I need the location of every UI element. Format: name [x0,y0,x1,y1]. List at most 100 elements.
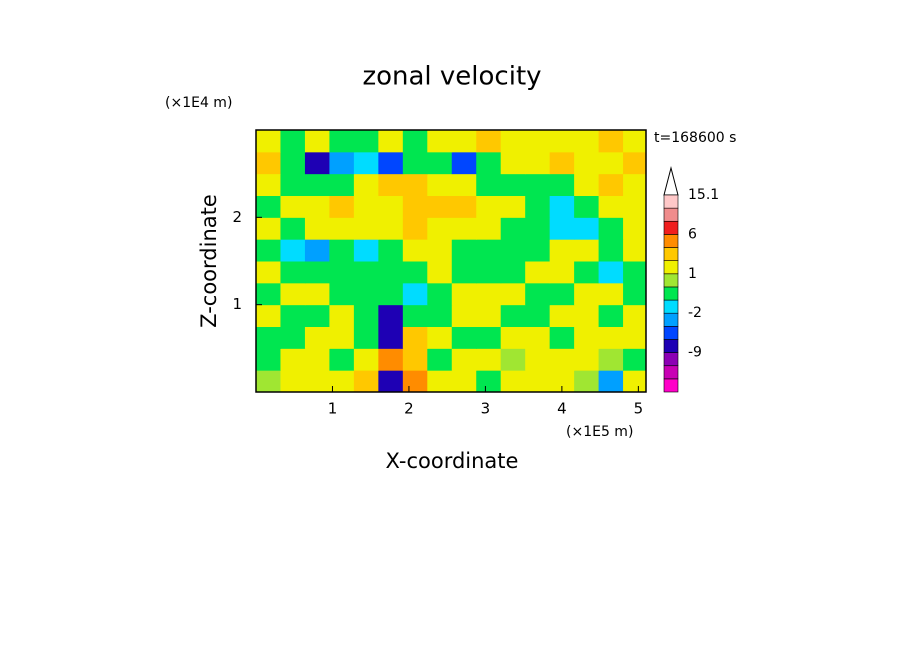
contour-cell [280,151,306,175]
contour-cell [598,261,624,284]
contour-cell [574,326,600,349]
contour-cell [304,348,330,371]
contour-cell [476,130,502,153]
contour-cell [500,151,526,175]
contour-cell [378,348,404,371]
contour-cell [525,151,551,175]
contour-cell [256,239,281,262]
contour-cell [623,304,646,327]
contour-cell [623,217,646,240]
contour-cell [280,130,306,153]
x-tick-label: 3 [481,400,491,418]
contour-cell [623,130,646,153]
contour-cell [525,239,551,262]
contour-cell [304,195,330,218]
contour-cell [353,217,379,240]
contour-cell [304,173,330,196]
contour-cell [598,195,624,218]
contour-cell [402,195,428,218]
contour-cell [598,130,624,153]
contour-cell [304,326,330,349]
contour-cell [598,173,624,196]
contour-cell [353,195,379,218]
colorbar-segment [663,207,679,222]
contour-cell [525,261,551,284]
contour-cell [451,370,477,392]
contour-cell [378,261,404,284]
contour-cell [549,173,575,196]
contour-cell [500,370,526,392]
contour-cell [525,173,551,196]
contour-cell [280,282,306,306]
colorbar-segment [663,234,679,248]
contour-cell [256,282,281,306]
contour-cell [525,326,551,349]
contour-cell [549,239,575,262]
contour-cell [500,130,526,153]
plot-frame [255,129,647,393]
contour-cell [402,326,428,349]
contour-cell [353,130,379,153]
contour-cell [353,282,379,306]
contour-cell [549,282,575,306]
contour-cell [304,151,330,175]
contour-cell [402,282,428,306]
contour-cell [476,326,502,349]
contour-cell [549,370,575,392]
colorbar-segment [663,378,679,393]
contour-cell [304,282,330,306]
contour-cell [256,195,281,218]
contour-cell [402,261,428,284]
contour-cell [500,261,526,284]
colorbar-segment [663,220,679,235]
contour-cell [427,130,453,153]
contour-cell [304,130,330,153]
contour-cell [549,217,575,240]
contour-cell [500,195,526,218]
contour-cell [623,195,646,218]
contour-cell [525,217,551,240]
contour-cell [476,282,502,306]
contour-cell [329,282,355,306]
contour-cell [304,304,330,327]
contour-cell [598,326,624,349]
contour-cell [402,239,428,262]
contour-cell [598,217,624,240]
contour-cell [451,304,477,327]
x-tick-label: 1 [328,400,338,418]
contour-cell [427,282,453,306]
contour-cell [353,348,379,371]
contour-cell [427,348,453,371]
colorbar-segment [663,326,679,340]
contour-cell [451,173,477,196]
contour-cell [256,261,281,284]
contour-cell [256,348,281,371]
contour-cell [427,370,453,392]
chart-title: zonal velocity [362,62,541,92]
contour-cell [451,195,477,218]
contour-cell [378,239,404,262]
contour-cell [329,217,355,240]
contour-cell [451,151,477,175]
contour-cell [574,304,600,327]
contour-cell [427,217,453,240]
contour-cell [427,239,453,262]
contour-cell [451,326,477,349]
contour-cell [329,348,355,371]
colorbar-tick-label: -9 [688,345,702,361]
contour-cell [402,130,428,153]
contour-cell [378,326,404,349]
contour-cell [304,261,330,284]
contour-cell [451,239,477,262]
colorbar-segment [663,352,679,367]
contour-cell [353,151,379,175]
colorbar-segment [663,299,679,314]
contour-cell [256,304,281,327]
contour-cell [574,370,600,392]
contour-cell [623,326,646,349]
y-unit: (×1E4 m) [165,95,232,111]
contour-cell [256,370,281,392]
x-tick-label: 4 [557,400,567,418]
contour-cell [304,217,330,240]
